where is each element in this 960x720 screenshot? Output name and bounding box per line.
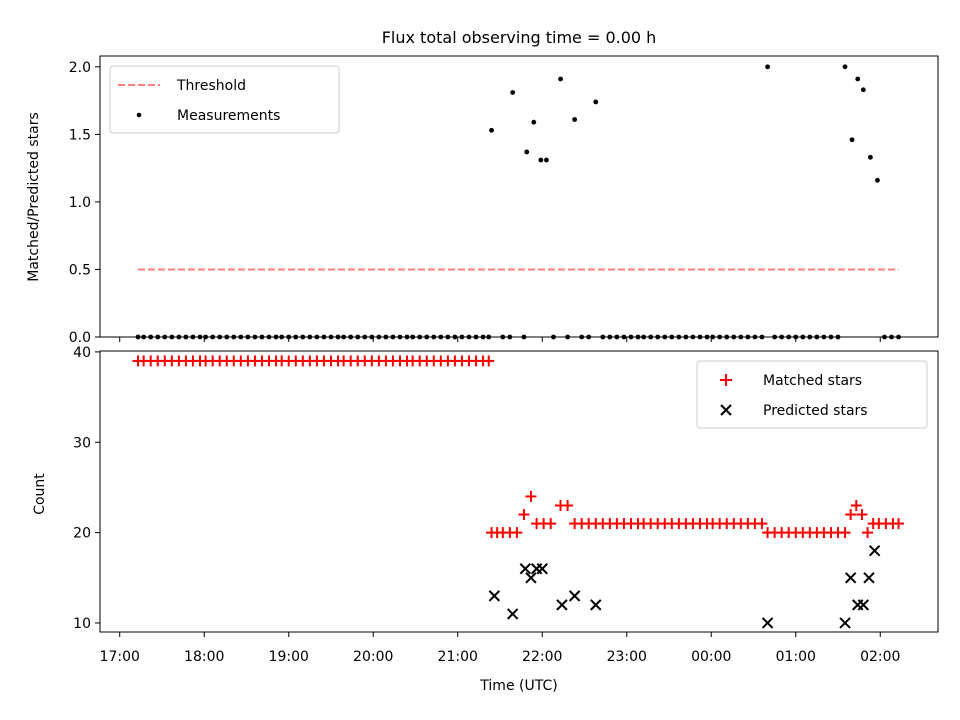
figure-title: Flux total observing time = 0.00 h (382, 28, 657, 47)
matched-star-point (483, 355, 495, 367)
top-x-axis-ticks (119, 337, 881, 342)
predicted-star-point (868, 544, 881, 557)
measurement-point (558, 76, 563, 82)
measurement-point (489, 127, 494, 133)
predicted-star-point (761, 617, 774, 629)
matched-star-point (839, 527, 851, 539)
bottom-panel: 10 20 30 40 17:00 18:00 19:00 20:00 21:00 22:00 2… (32, 345, 939, 694)
measurement-point (860, 87, 866, 93)
bottom-x-tick-label: 17:00 (100, 649, 140, 665)
top-y-tick-label: 0.0 (69, 330, 91, 346)
bottom-y-tick-label: 40 (73, 345, 91, 361)
bottom-plot-frame (99, 350, 939, 633)
bottom-y-axis-label: Count (32, 473, 48, 515)
matched-star-point (525, 490, 537, 502)
predicted-star-point (857, 599, 870, 611)
matched-star-point (845, 509, 857, 521)
predicted-star-point (536, 563, 548, 575)
matched-star-point (562, 500, 574, 512)
predicted-star-point (863, 572, 875, 584)
bottom-x-axis-ticks: 17:00 18:00 19:00 20:00 21:00 22:00 23:00 00:00… (100, 632, 900, 665)
x-axis-label: Time (UTC) (479, 678, 557, 694)
predicted-star-point (590, 599, 602, 611)
measurement-point (842, 64, 848, 70)
matched-star-point (756, 518, 768, 530)
measurement-point (531, 119, 537, 125)
matched-star-point (856, 509, 868, 521)
bottom-y-tick-label: 20 (73, 526, 91, 542)
bottom-x-tick-label: 19:00 (269, 649, 309, 665)
matched-legend-label: Matched stars (763, 373, 862, 389)
bottom-x-tick-label: 22:00 (522, 649, 562, 665)
matched-star-point (518, 509, 530, 521)
measurement-point (765, 64, 770, 70)
measurement-point (544, 157, 549, 163)
predicted-star-point (488, 590, 501, 602)
top-y-axis-ticks: 0.0 0.5 1.0 1.5 2.0 (69, 60, 100, 346)
measurement-point (855, 76, 861, 82)
predicted-star-point (839, 617, 851, 629)
measurement-point (510, 90, 516, 95)
measurements-legend-swatch (136, 112, 142, 118)
top-legend-box (109, 65, 340, 134)
bottom-x-tick-label: 18:00 (184, 649, 224, 665)
predicted-star-point (525, 572, 537, 584)
top-y-axis-label: Matched/Predicted stars (26, 112, 42, 282)
measurement-point (524, 149, 530, 155)
matched-stars-points (132, 355, 905, 539)
predicted-star-point (556, 599, 568, 611)
measurement-point (593, 99, 599, 105)
predicted-legend-swatch (720, 404, 732, 416)
threshold-legend-label: Threshold (176, 78, 246, 94)
bottom-x-tick-label: 00:00 (691, 649, 731, 665)
matched-star-point (893, 518, 905, 530)
bottom-legend-box (696, 360, 928, 429)
predicted-stars-points (488, 544, 881, 629)
matched-star-point (511, 527, 523, 539)
predicted-star-point (568, 590, 581, 602)
bottom-legend: Matched stars Predicted stars (696, 360, 928, 429)
top-y-tick-label: 0.5 (69, 262, 91, 278)
top-legend: Threshold Measurements (109, 65, 340, 134)
measurement-point (867, 154, 873, 160)
predicted-star-point (506, 608, 519, 620)
matched-legend-swatch (720, 374, 732, 386)
matched-star-point (545, 518, 557, 530)
measurements-legend-label: Measurements (177, 108, 280, 124)
measurement-point (875, 177, 880, 183)
predicted-star-point (519, 563, 532, 575)
matched-star-point (862, 527, 874, 539)
top-y-tick-label: 1.0 (69, 195, 91, 211)
bottom-x-tick-label: 23:00 (607, 649, 647, 665)
bottom-y-axis-ticks: 10 20 30 40 (73, 345, 100, 632)
bottom-x-tick-label: 21:00 (438, 649, 478, 665)
predicted-legend-label: Predicted stars (763, 403, 868, 419)
bottom-x-tick-label: 20:00 (353, 649, 393, 665)
top-plot-frame (99, 55, 939, 338)
predicted-star-point (844, 572, 857, 584)
bottom-y-tick-label: 30 (73, 435, 91, 451)
top-y-tick-label: 1.5 (69, 127, 91, 143)
top-y-tick-label: 2.0 (69, 60, 91, 76)
bottom-y-tick-label: 10 (73, 616, 91, 632)
bottom-x-tick-label: 01:00 (776, 649, 816, 665)
measurement-point (572, 117, 578, 122)
top-panel: 0.00.51.01.52.0 Matched/Predicted stars … (26, 55, 939, 346)
matched-star-point (850, 500, 862, 512)
measurement-point (849, 137, 855, 143)
measurement-point (538, 157, 544, 163)
bottom-x-tick-label: 02:00 (860, 649, 900, 665)
